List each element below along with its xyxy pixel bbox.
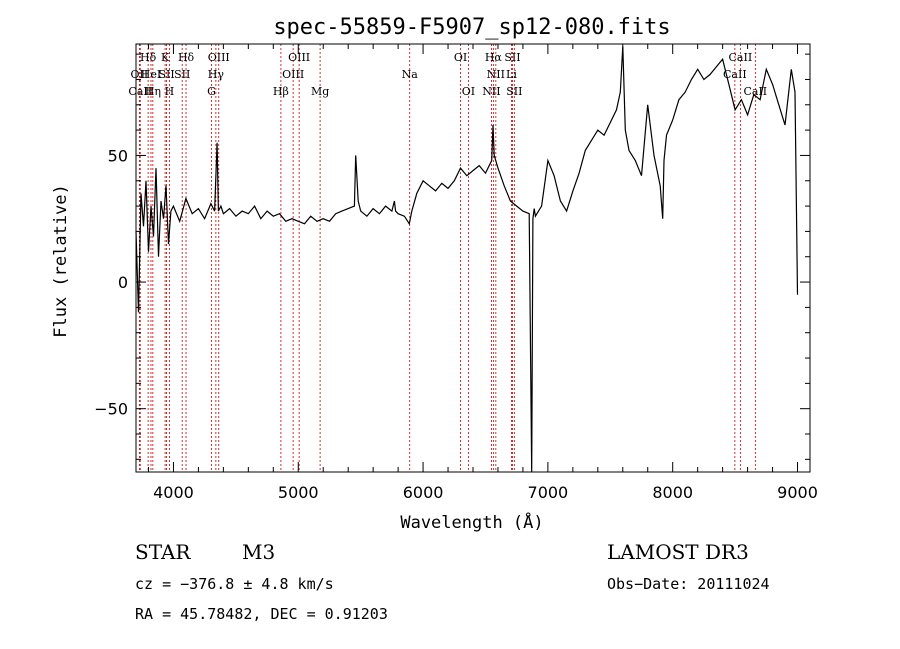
axis-tick-labels: 4000 5000 6000 7000 8000 9000 −50 0 50: [94, 146, 818, 502]
spectral-line-label: Hη: [145, 85, 161, 98]
spectral-line-label: SII: [506, 85, 522, 98]
spectral-line-label: Hδ: [140, 51, 157, 64]
spectral-line-label: SII: [158, 68, 174, 81]
spectral-line-label: NII: [487, 68, 505, 81]
spectral-line-label: Na: [402, 68, 419, 81]
coordinates: RA = 45.78482, DEC = 0.91203: [135, 605, 388, 623]
object-class: STAR: [135, 540, 191, 564]
redshift-cz: cz = −376.8 ± 4.8 km/s: [135, 575, 334, 593]
spectral-line-label: OIII: [288, 51, 310, 64]
y-axis-label: Flux (relative): [51, 184, 71, 338]
spectral-line-labels: HδOIICaIIHeIHηKSIIHHδSIIOIIIHγGOIIIOIIIH…: [128, 51, 767, 98]
spectral-line-markers: [138, 44, 756, 472]
axis-ticks: [136, 44, 810, 472]
spectral-line-label: CaII: [729, 51, 753, 64]
spectral-line-label: SII: [504, 51, 520, 64]
x-tick-label: 9000: [777, 483, 818, 502]
spectral-line-label: Li: [506, 68, 517, 81]
spectral-line-label: Hα: [485, 51, 503, 64]
spectral-line-label: CaII: [723, 68, 747, 81]
spectral-line-label: Mg: [311, 85, 329, 98]
spectrum-line: [135, 46, 799, 473]
spectral-line-label: CaII: [128, 85, 152, 98]
x-tick-label: 7000: [528, 483, 569, 502]
x-tick-label: 5000: [278, 483, 319, 502]
chart-title: spec-55859-F5907_sp12-080.fits: [273, 15, 670, 40]
spectral-line-label: SII: [174, 68, 190, 81]
spectral-line-label: Hγ: [208, 68, 225, 81]
spectral-line-label: G: [207, 85, 216, 98]
spectral-line-label: Hδ: [178, 51, 195, 64]
plot-frame: [135, 43, 811, 473]
x-tick-label: 8000: [652, 483, 693, 502]
x-tick-label: 6000: [403, 483, 444, 502]
survey-name: LAMOST DR3: [607, 540, 749, 564]
spectral-line-label: OI: [462, 85, 475, 98]
spectral-line-label: H: [165, 85, 175, 98]
x-tick-label: 4000: [153, 483, 194, 502]
spectral-line-label: HeI: [141, 68, 161, 81]
x-axis-label: Wavelength (Å): [400, 511, 543, 533]
observation-date: Obs−Date: 20111024: [607, 575, 770, 593]
y-tick-label: −50: [94, 400, 128, 419]
spectral-line-label: OII: [131, 68, 149, 81]
y-tick-label: 50: [108, 146, 128, 165]
spectral-line-label: Hβ: [273, 85, 289, 98]
spectral-line-label: OIII: [282, 68, 304, 81]
spectral-line-label: NII: [482, 85, 500, 98]
object-subclass: M3: [242, 540, 275, 564]
spectral-line-label: OIII: [208, 51, 230, 64]
spectral-line-label: K: [161, 51, 170, 64]
y-tick-label: 0: [118, 273, 128, 292]
spectral-line-label: OI: [454, 51, 467, 64]
